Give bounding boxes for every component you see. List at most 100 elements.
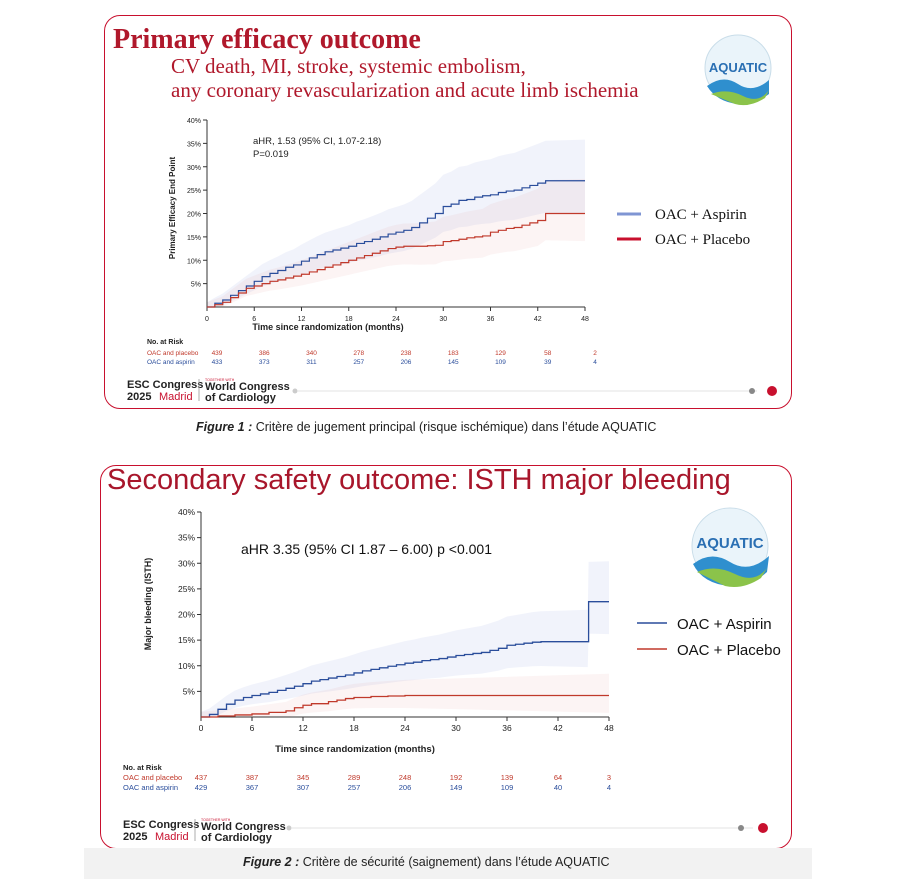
y-tick-label: 20% [187, 212, 201, 219]
risk-value: 307 [297, 783, 310, 792]
x-tick-label: 48 [581, 316, 589, 323]
figure1-caption: Figure 1 : Critère de jugement principal… [196, 420, 657, 434]
logo-text: AQUATIC [709, 60, 768, 75]
risk-value: 367 [246, 783, 259, 792]
logo-text: AQUATIC [696, 535, 763, 552]
risk-value: 206 [399, 783, 412, 792]
risk-value: 40 [554, 783, 562, 792]
chart1-annotation-line2: P=0.019 [253, 149, 289, 160]
risk-value: 439 [212, 350, 223, 357]
risk-value: 3 [607, 773, 611, 782]
risk-value: 311 [306, 359, 317, 366]
risk-value: 429 [195, 783, 208, 792]
panel1-title: Primary efficacy outcome [113, 24, 421, 55]
risk-table-title: No. at Risk [147, 339, 183, 346]
x-tick-label: 12 [298, 723, 308, 733]
esc-city: Madrid [159, 391, 193, 403]
chart1-ylabel: Primary Efficacy End Point [168, 157, 177, 260]
y-tick-label: 15% [187, 235, 201, 242]
risk-value: 433 [212, 359, 223, 366]
wcc-line1: World Congress [205, 381, 290, 393]
panel1-subtitle-line1: CV death, MI, stroke, systemic embolism, [171, 54, 526, 78]
nav-dot-icon [758, 823, 768, 833]
series-line-oac-placebo [207, 212, 585, 308]
x-tick-label: 12 [298, 316, 306, 323]
risk-value: 139 [501, 773, 514, 782]
y-tick-label: 5% [183, 686, 196, 696]
risk-value: 149 [450, 783, 463, 792]
risk-value: 386 [259, 350, 270, 357]
efficacy-chart: 5%10%15%20%25%30%35%40%0 6 12 18 24 30 36 42 48 … [133, 108, 750, 366]
risk-value: 257 [348, 783, 361, 792]
y-tick-label: 5% [191, 282, 201, 289]
risk-value: 248 [399, 773, 412, 782]
esc-congress-logo: ESC Congress 2025 Madrid TOGETHER WITH W… [127, 376, 787, 409]
esc-congress-logo: ESC Congress 2025 Madrid TOGETHER WITH W… [123, 816, 783, 849]
chart2-annotation: aHR 3.35 (95% CI 1.87 – 6.00) p <0.001 [241, 541, 492, 557]
y-tick-label: 25% [178, 584, 195, 594]
risk-value: 387 [246, 773, 259, 782]
risk-row-label: OAC and aspirin [147, 359, 195, 366]
risk-value: 58 [544, 350, 552, 357]
chart2-ylabel: Major bleeding (ISTH) [143, 558, 153, 651]
esc-year: 2025 [127, 391, 151, 403]
risk-value: 4 [593, 359, 597, 366]
y-tick-label: 40% [178, 507, 195, 517]
x-tick-label: 0 [205, 316, 209, 323]
esc-year: 2025 [123, 831, 147, 843]
risk-value: 278 [353, 350, 364, 357]
y-tick-label: 10% [178, 661, 195, 671]
x-tick-label: 36 [487, 316, 495, 323]
risk-value: 109 [501, 783, 514, 792]
chart1-xlabel: Time since randomization (months) [252, 322, 403, 332]
bleeding-chart: 5%10%15%20%25%30%35%40%0 6 12 18 24 30 36 42 48 … [115, 502, 781, 798]
legend-aspirin-label: OAC + Aspirin [655, 207, 747, 223]
caption-strip [84, 848, 812, 879]
y-tick-label: 35% [187, 141, 201, 148]
y-tick-label: 25% [187, 188, 201, 195]
risk-value: 257 [353, 359, 364, 366]
wcc-line1: World Congress [201, 821, 286, 833]
nav-dot-icon [767, 386, 777, 396]
esc-city: Madrid [155, 831, 189, 843]
risk-value: 145 [448, 359, 459, 366]
risk-value: 183 [448, 350, 459, 357]
y-tick-label: 30% [187, 165, 201, 172]
legend-placebo-label: OAC + Placebo [677, 642, 781, 659]
risk-value: 39 [544, 359, 552, 366]
x-tick-label: 18 [349, 723, 359, 733]
chart2-xlabel: Time since randomization (months) [275, 744, 435, 755]
wcc-line2: of Cardiology [205, 392, 277, 404]
x-tick-label: 6 [250, 723, 255, 733]
y-tick-label: 20% [178, 610, 195, 620]
aquatic-logo-icon: AQUATIC [687, 502, 773, 588]
risk-value: 109 [495, 359, 506, 366]
risk-table-title: No. at Risk [123, 763, 163, 772]
risk-value: 340 [306, 350, 317, 357]
together-with: TOGETHER WITH [205, 378, 235, 382]
figure2-caption: Figure 2 : Critère de sécurité (saigneme… [243, 855, 610, 869]
x-tick-label: 48 [604, 723, 614, 733]
together-with: TOGETHER WITH [201, 818, 231, 822]
risk-value: 129 [495, 350, 506, 357]
risk-value: 437 [195, 773, 208, 782]
x-tick-label: 24 [400, 723, 410, 733]
efficacy-panel: Primary efficacy outcome CV death, MI, s… [104, 15, 792, 409]
risk-value: 373 [259, 359, 270, 366]
x-tick-label: 30 [439, 316, 447, 323]
x-tick-label: 36 [502, 723, 512, 733]
panel1-subtitle-line2: any coronary revascularization and acute… [171, 78, 639, 102]
y-tick-label: 30% [178, 558, 195, 568]
safety-panel: Secondary safety outcome: ISTH major ble… [100, 464, 792, 849]
risk-value: 192 [450, 773, 463, 782]
x-tick-label: 30 [451, 723, 461, 733]
risk-value: 206 [401, 359, 412, 366]
y-tick-label: 40% [187, 118, 201, 125]
y-tick-label: 15% [178, 635, 195, 645]
y-tick-label: 10% [187, 258, 201, 265]
series-line-oac-aspirin [201, 601, 609, 718]
risk-row-label: OAC and placebo [147, 350, 199, 357]
wcc-line2: of Cardiology [201, 832, 273, 844]
esc-line1: ESC Congress [127, 379, 203, 391]
risk-value: 238 [401, 350, 412, 357]
